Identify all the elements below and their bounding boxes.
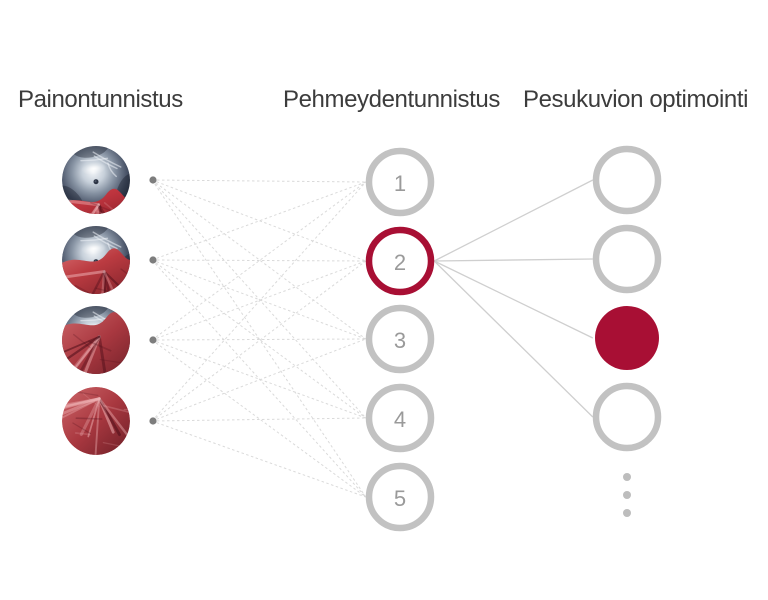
svg-text:2: 2 bbox=[394, 250, 406, 275]
svg-text:5: 5 bbox=[394, 486, 406, 511]
svg-text:1: 1 bbox=[394, 171, 406, 196]
svg-text:3: 3 bbox=[394, 328, 406, 353]
svg-text:4: 4 bbox=[394, 407, 406, 432]
